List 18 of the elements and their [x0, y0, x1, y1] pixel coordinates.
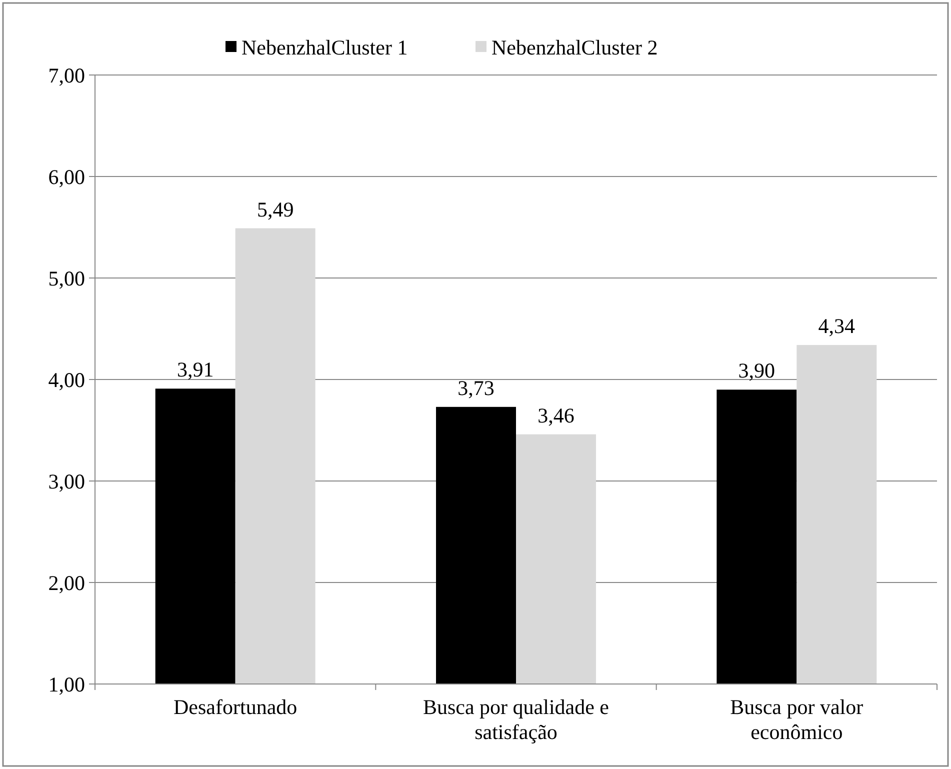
data-label: 3,91 [176, 358, 214, 382]
y-tick-label: 2,00 [48, 570, 85, 595]
data-label: 4,34 [818, 314, 856, 338]
data-label: 5,49 [256, 197, 294, 222]
y-tick-label: 5,00 [48, 266, 85, 290]
data-label: 3,73 [458, 376, 494, 400]
data-label: 3,90 [738, 358, 776, 383]
y-tick-label: 7,00 [48, 63, 85, 88]
y-tick-label: 3,00 [48, 469, 85, 494]
data-label: 3,46 [538, 403, 574, 428]
x-tick-label: Busca por valor econômico [730, 695, 864, 744]
x-tick-label: Desafortunado [174, 695, 298, 719]
y-tick-label: 4,00 [48, 368, 85, 392]
y-tick-label: 1,00 [48, 672, 85, 696]
legend-label: NebenzhalCluster 1 [242, 35, 408, 60]
y-tick-label: 6,00 [48, 164, 85, 189]
legend-label: NebenzhalCluster 2 [492, 35, 658, 60]
x-tick-label: Busca por qualidade e satisfação [422, 695, 610, 744]
